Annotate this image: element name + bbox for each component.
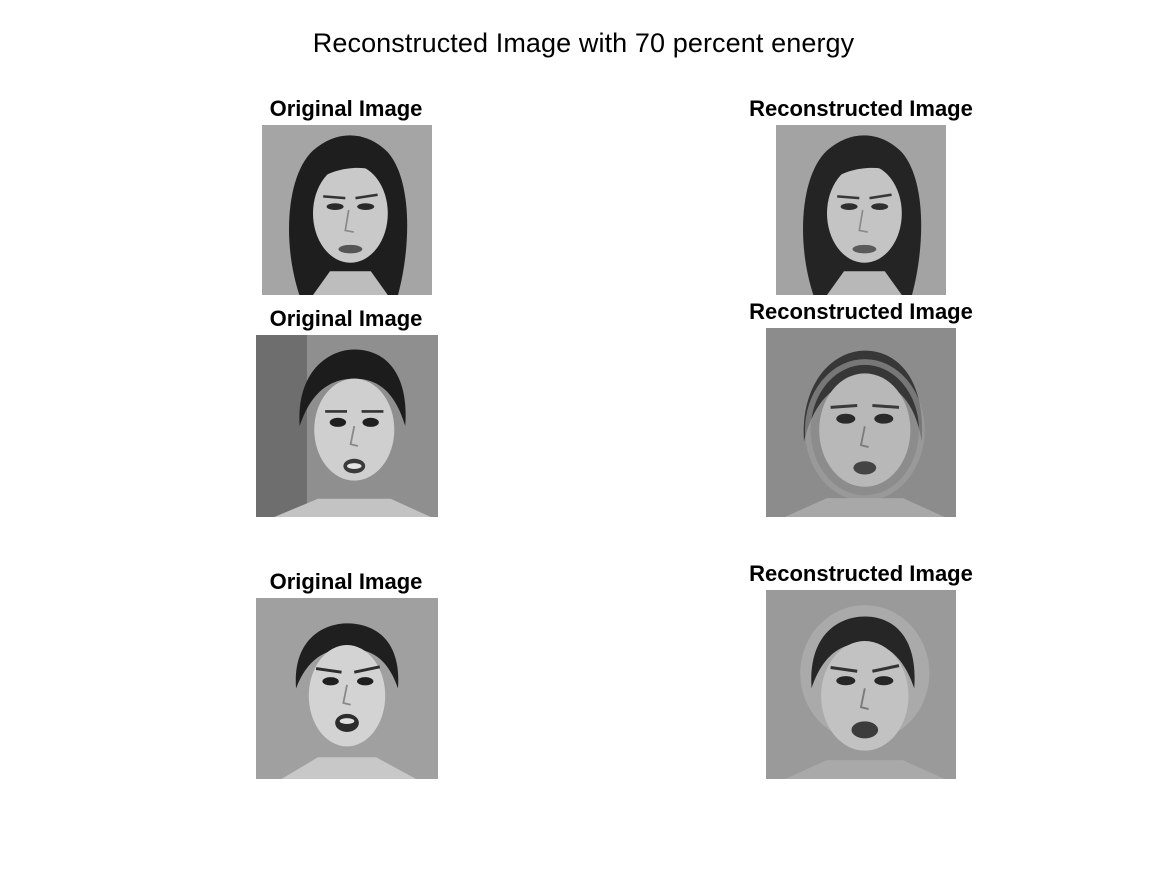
panel-title-original-3: Original Image	[269, 569, 423, 594]
figure-title: Reconstructed Image with 70 percent ener…	[312, 28, 855, 58]
panel-title-reconstructed-2: Reconstructed Image	[749, 299, 973, 324]
panel-title-reconstructed-1: Reconstructed Image	[749, 96, 973, 121]
face-image-original-2	[256, 335, 438, 517]
panel-title-original-2: Original Image	[269, 306, 423, 331]
face-image-reconstructed-2	[766, 328, 956, 517]
face-image-original-1	[262, 125, 432, 295]
face-image-reconstructed-3	[766, 590, 956, 779]
face-image-reconstructed-1	[776, 125, 946, 295]
panel-title-reconstructed-3: Reconstructed Image	[749, 561, 973, 586]
face-image-original-3	[256, 598, 438, 779]
panel-title-original-1: Original Image	[269, 96, 423, 121]
